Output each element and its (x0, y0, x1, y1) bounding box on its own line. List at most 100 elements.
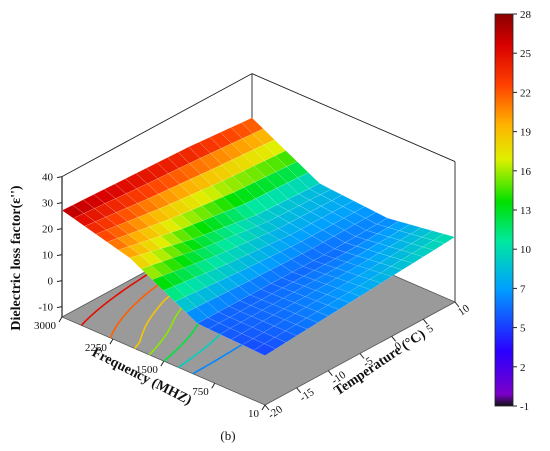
surface-patch-0-12 (379, 266, 403, 277)
y-tick-label-4: 0 (393, 340, 405, 353)
surface-patch-11-0 (129, 254, 152, 269)
surface-patch-15-7 (158, 188, 181, 205)
z-tick-mark-2 (56, 228, 63, 231)
surface-patch-0-13 (390, 259, 414, 271)
surface-patch-14-6 (158, 203, 182, 220)
surface-patch-1-0 (241, 338, 265, 351)
surface-patch-17-0 (61, 204, 85, 219)
y-tick-mark-5 (422, 318, 428, 325)
z-axis-title: Dielectric loss factor(ε'') (9, 185, 24, 330)
surface-patch-15-3 (115, 207, 139, 222)
y-tick-mark-0 (264, 404, 270, 411)
colorbar-tick-label-2: 22 (520, 87, 531, 99)
x-tick-label-1: 2250 (85, 342, 108, 354)
surface-patch-11-9 (224, 222, 247, 235)
x-tick-label-3: 750 (192, 386, 209, 398)
z-tick-label-3: 10 (42, 250, 54, 262)
floor-contour-2 (192, 338, 252, 375)
surface-patch-6-3 (217, 291, 240, 307)
frame-layer (61, 73, 456, 317)
colorbar-scale (494, 13, 514, 407)
colorbar-tick-label-7: 7 (520, 283, 526, 295)
colorbar-tick-label-1: 25 (520, 48, 532, 60)
surface-patch-15-4 (126, 203, 149, 218)
surface-patch-14-16 (264, 155, 287, 173)
surface-patch-16-1 (83, 208, 107, 222)
surface-patch-0-0 (253, 343, 277, 356)
colorbar-tick-label-3: 19 (520, 127, 532, 139)
surface-patch-0-15 (411, 246, 435, 258)
surface-patch-0-2 (274, 330, 298, 343)
surface-patch-17-4 (103, 183, 127, 199)
surface-patch-11-4 (171, 241, 195, 255)
z-tick-label-2: 20 (42, 224, 54, 236)
colorbar-tick-label-9: 2 (520, 362, 526, 374)
y-tick-mark-3 (359, 353, 365, 359)
x-tick-label-2: 1500 (136, 364, 159, 376)
surface-patch-13-10 (212, 196, 235, 213)
figure-caption: (b) (220, 428, 235, 443)
y-tick-label-5: 5 (424, 322, 436, 335)
surface-patch-6-2 (206, 296, 230, 313)
surface-patch-7-7 (248, 261, 271, 276)
colorbar-layer: 28 25 22 19 16 13 10 7 5 2 -1 (494, 9, 532, 413)
x-tick-mark-4 (261, 404, 266, 411)
surface-patch-12-9 (213, 211, 236, 228)
y-tick-label-6: 10 (456, 302, 472, 318)
z-tick-label-0: 40 (42, 172, 54, 184)
surface-patch-0-7 (327, 298, 350, 310)
surface-patch-0-6 (316, 304, 340, 317)
surface-patch-3-13 (356, 249, 380, 260)
surface-patch-6-11 (301, 248, 325, 261)
colorbar-tick-label-4: 16 (520, 166, 532, 178)
colorbar-tick-label-6: 10 (520, 244, 532, 256)
x-tick-mark-3 (211, 382, 216, 389)
y-tick-mark-6 (454, 301, 460, 308)
x-tick-label-4: 10 (248, 408, 260, 420)
x-tick-mark-2 (160, 360, 165, 367)
surface-patch-1-2 (263, 325, 286, 338)
x-tick-mark-0 (58, 316, 63, 323)
frame-top-left-edge (61, 73, 253, 177)
surface-patch-5-4 (239, 294, 262, 306)
surface-patch-4-2 (229, 311, 253, 323)
z-tick-mark-4 (56, 280, 63, 283)
colorbar-tick-label-10: -1 (520, 401, 529, 413)
y-tick-mark-1 (296, 387, 302, 394)
x-tick-mark-1 (109, 338, 114, 345)
y-tick-label-1: -15 (298, 386, 317, 404)
surface-patch-0-17 (432, 233, 456, 244)
z-tick-label-1: 30 (42, 198, 54, 210)
surface-patch-6-6 (249, 275, 272, 290)
x-tick-label-0: 3000 (34, 320, 57, 332)
surface-patch-3-0 (219, 328, 243, 340)
surface-patch-0-5 (306, 311, 329, 323)
surface-patch-13-6 (170, 214, 193, 230)
z-tick-mark-0 (56, 176, 63, 179)
y-tick-label-0: -20 (266, 403, 285, 421)
surface-patch-9-6 (215, 251, 238, 265)
z-tick-label-5: -10 (38, 302, 53, 314)
z-tick-mark-5 (56, 306, 63, 309)
surface-patch-14-0 (95, 229, 119, 243)
surface-patch-1-13 (379, 256, 402, 267)
surface-layer (61, 117, 456, 356)
surface-patch-3-2 (240, 316, 264, 328)
surface-patch-6-9 (280, 258, 304, 273)
z-tick-mark-1 (56, 202, 63, 205)
colorbar-tick-label-0: 28 (520, 9, 532, 21)
colorbar-tick-label-8: 5 (520, 323, 526, 335)
surface-patch-11-8 (213, 226, 237, 240)
surface-patch-16-7 (146, 178, 170, 195)
surface-patch-17-12 (188, 141, 211, 159)
surface-patch-3-5 (272, 298, 295, 310)
z-tick-mark-3 (56, 254, 63, 257)
colorbar-tick-label-5: 13 (520, 205, 532, 217)
z-tick-label-4: 0 (48, 276, 54, 288)
y-tick-mark-4 (391, 336, 397, 342)
surface-patch-2-0 (230, 333, 254, 346)
surface-patch-0-8 (337, 292, 361, 304)
frame-top-right-edge (251, 73, 456, 163)
